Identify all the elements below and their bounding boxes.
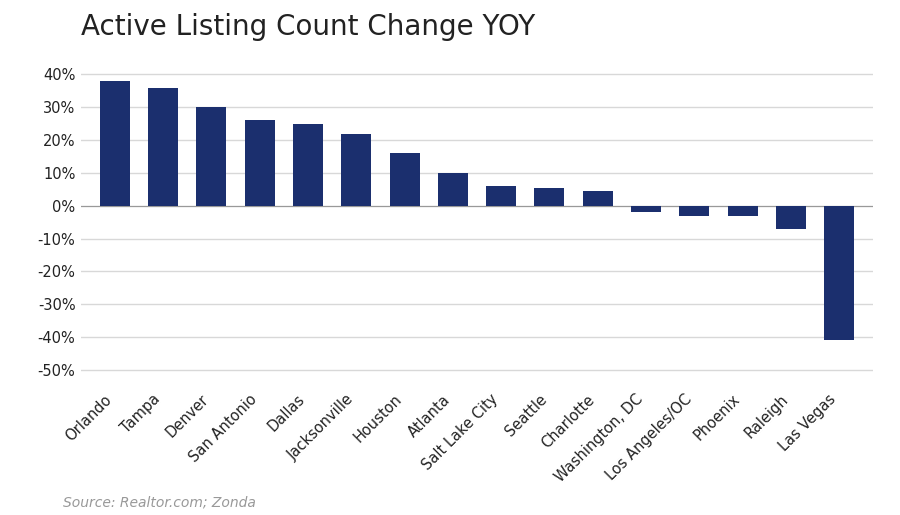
- Text: Source: Realtor.com; Zonda: Source: Realtor.com; Zonda: [63, 496, 256, 510]
- Bar: [727, 206, 758, 216]
- Bar: [438, 173, 468, 206]
- Bar: [245, 121, 274, 206]
- Bar: [631, 206, 661, 212]
- Bar: [148, 88, 178, 206]
- Bar: [583, 191, 613, 206]
- Bar: [100, 81, 130, 206]
- Text: Active Listing Count Change YOY: Active Listing Count Change YOY: [81, 13, 536, 41]
- Bar: [341, 133, 371, 206]
- Bar: [824, 206, 854, 340]
- Bar: [390, 153, 419, 206]
- Bar: [535, 187, 564, 206]
- Bar: [776, 206, 806, 229]
- Bar: [680, 206, 709, 216]
- Bar: [486, 186, 516, 206]
- Bar: [196, 107, 227, 206]
- Bar: [293, 124, 323, 206]
